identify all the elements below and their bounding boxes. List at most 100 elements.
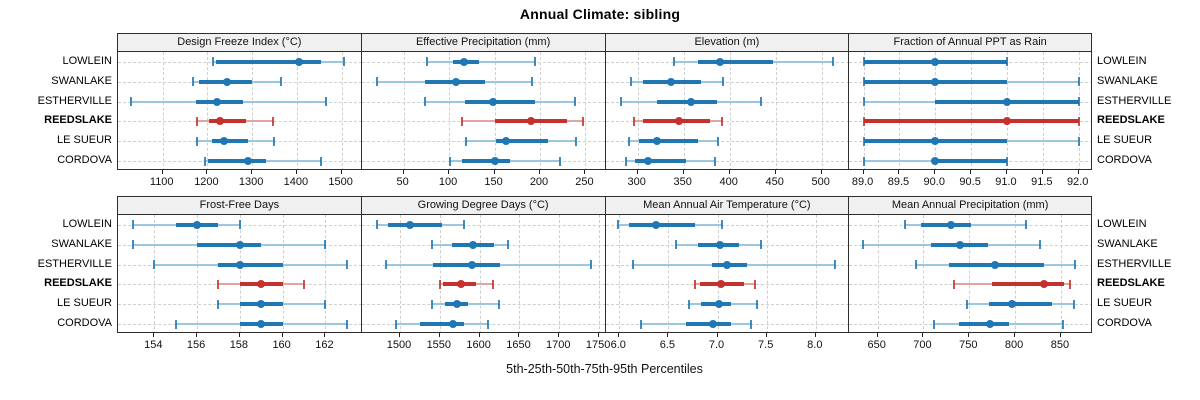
iqr-bar	[638, 139, 699, 144]
gridline-vertical	[863, 52, 865, 169]
median-dot	[213, 97, 222, 106]
p5-cap	[217, 299, 220, 309]
p5-cap	[672, 57, 675, 67]
axis-tick-label: 50	[396, 176, 409, 188]
median-dot	[643, 157, 652, 166]
axis-tick	[968, 333, 970, 337]
axis-tick-label: 6.0	[610, 339, 626, 351]
p95-cap	[1005, 156, 1008, 166]
axis-tick	[667, 333, 669, 337]
gridline-vertical	[479, 215, 481, 332]
gridline-vertical	[971, 52, 973, 169]
p95-cap	[1061, 319, 1064, 329]
p95-cap	[324, 299, 327, 309]
p5-cap	[617, 220, 620, 230]
axis-tick	[584, 170, 586, 174]
panel-growing-degree-days-c	[360, 214, 605, 333]
median-dot	[235, 240, 244, 249]
gridline-vertical	[449, 52, 451, 169]
axis-tick-label: 200	[529, 176, 549, 188]
p95-cap	[492, 279, 495, 289]
iqr-bar	[216, 59, 322, 64]
p95-cap	[497, 299, 500, 309]
gridline-vertical	[766, 215, 768, 332]
median-dot	[666, 77, 675, 86]
iqr-bar	[419, 322, 464, 327]
p5-cap	[915, 260, 918, 270]
site-label-left-le-sueur: LE SUEUR	[56, 134, 112, 147]
axis-tick-label: 700	[913, 339, 932, 351]
median-dot	[257, 320, 266, 329]
iqr-bar	[218, 262, 283, 267]
axis-tick-label: 350	[673, 176, 692, 188]
axis-tick-label: 1500	[328, 176, 353, 188]
x-axis-label: 5th-25th-50th-75th-95th Percentiles	[506, 362, 703, 376]
axis-tick-label: 8.0	[807, 339, 823, 351]
p5-cap	[192, 77, 195, 87]
site-label-left-swanlake: SWANLAKE	[51, 237, 112, 250]
axis-tick	[206, 170, 208, 174]
axis-tick-label: 650	[867, 339, 886, 351]
p95-cap	[462, 220, 465, 230]
p5-cap	[174, 319, 177, 329]
site-label-right-cordova: CORDOVA	[1097, 317, 1152, 330]
iqr-bar	[211, 139, 248, 144]
p95-cap	[749, 319, 752, 329]
axis-tick-label: 92.0	[1066, 176, 1089, 188]
gridline-horizontal	[605, 141, 849, 143]
p95-cap	[279, 77, 282, 87]
p95-cap	[1073, 260, 1076, 270]
iqr-bar	[634, 159, 686, 164]
axis-tick-label: 100	[438, 176, 458, 188]
axis-tick	[934, 170, 936, 174]
gridline-vertical	[599, 215, 601, 332]
panel-strip-frost-free-days: Frost-Free Days	[117, 196, 361, 214]
p95-cap	[1072, 299, 1075, 309]
gridline-vertical	[1078, 52, 1080, 169]
iqr-bar	[992, 282, 1064, 287]
axis-tick	[398, 333, 400, 337]
axis-tick	[820, 170, 822, 174]
p95-cap	[759, 97, 762, 107]
p5-cap	[395, 319, 397, 329]
site-label-right-lowlein: LOWLEIN	[1097, 54, 1147, 67]
gridline-vertical	[207, 52, 209, 169]
site-label-left-estherville: ESTHERVILLE	[37, 257, 112, 270]
axis-tick-label: 1550	[426, 339, 452, 351]
gridline-vertical	[239, 215, 241, 332]
axis-tick-label: 6.5	[659, 339, 676, 351]
median-dot	[457, 280, 466, 289]
axis-tick-label: 1200	[194, 176, 219, 188]
iqr-bar	[464, 99, 536, 104]
p5-cap	[675, 240, 678, 250]
axis-tick	[1077, 170, 1079, 174]
median-dot	[467, 260, 476, 269]
gridline-vertical	[585, 52, 587, 169]
axis-tick-label: 850	[1050, 339, 1070, 351]
p5-cap	[460, 116, 463, 126]
iqr-bar	[988, 302, 1052, 307]
median-dot	[488, 97, 497, 106]
p95-cap	[721, 220, 724, 230]
axis-tick-label: 162	[315, 339, 334, 351]
median-dot	[931, 137, 940, 146]
axis-tick	[518, 333, 520, 337]
axis-tick-label: 7.0	[708, 339, 725, 351]
gridline-horizontal	[605, 81, 849, 83]
panel-strip-effective-precipitation-mm: Effective Precipitation (mm)	[360, 33, 605, 51]
panel-fraction-of-annual-ppt-as-rain	[848, 51, 1092, 170]
gridline-vertical	[729, 52, 731, 169]
axis-tick	[558, 333, 560, 337]
p95-cap	[722, 77, 725, 87]
gridline-vertical	[821, 52, 823, 169]
axis-tick	[438, 333, 440, 337]
axis-tick-label: 1650	[506, 339, 531, 351]
p5-cap	[217, 279, 220, 289]
median-dot	[502, 137, 511, 146]
p95-cap	[831, 57, 834, 67]
axis-tick	[493, 170, 495, 174]
p5-cap	[624, 156, 627, 166]
site-label-right-swanlake: SWANLAKE	[1097, 74, 1158, 87]
median-dot	[716, 57, 725, 66]
p95-cap	[534, 57, 537, 67]
